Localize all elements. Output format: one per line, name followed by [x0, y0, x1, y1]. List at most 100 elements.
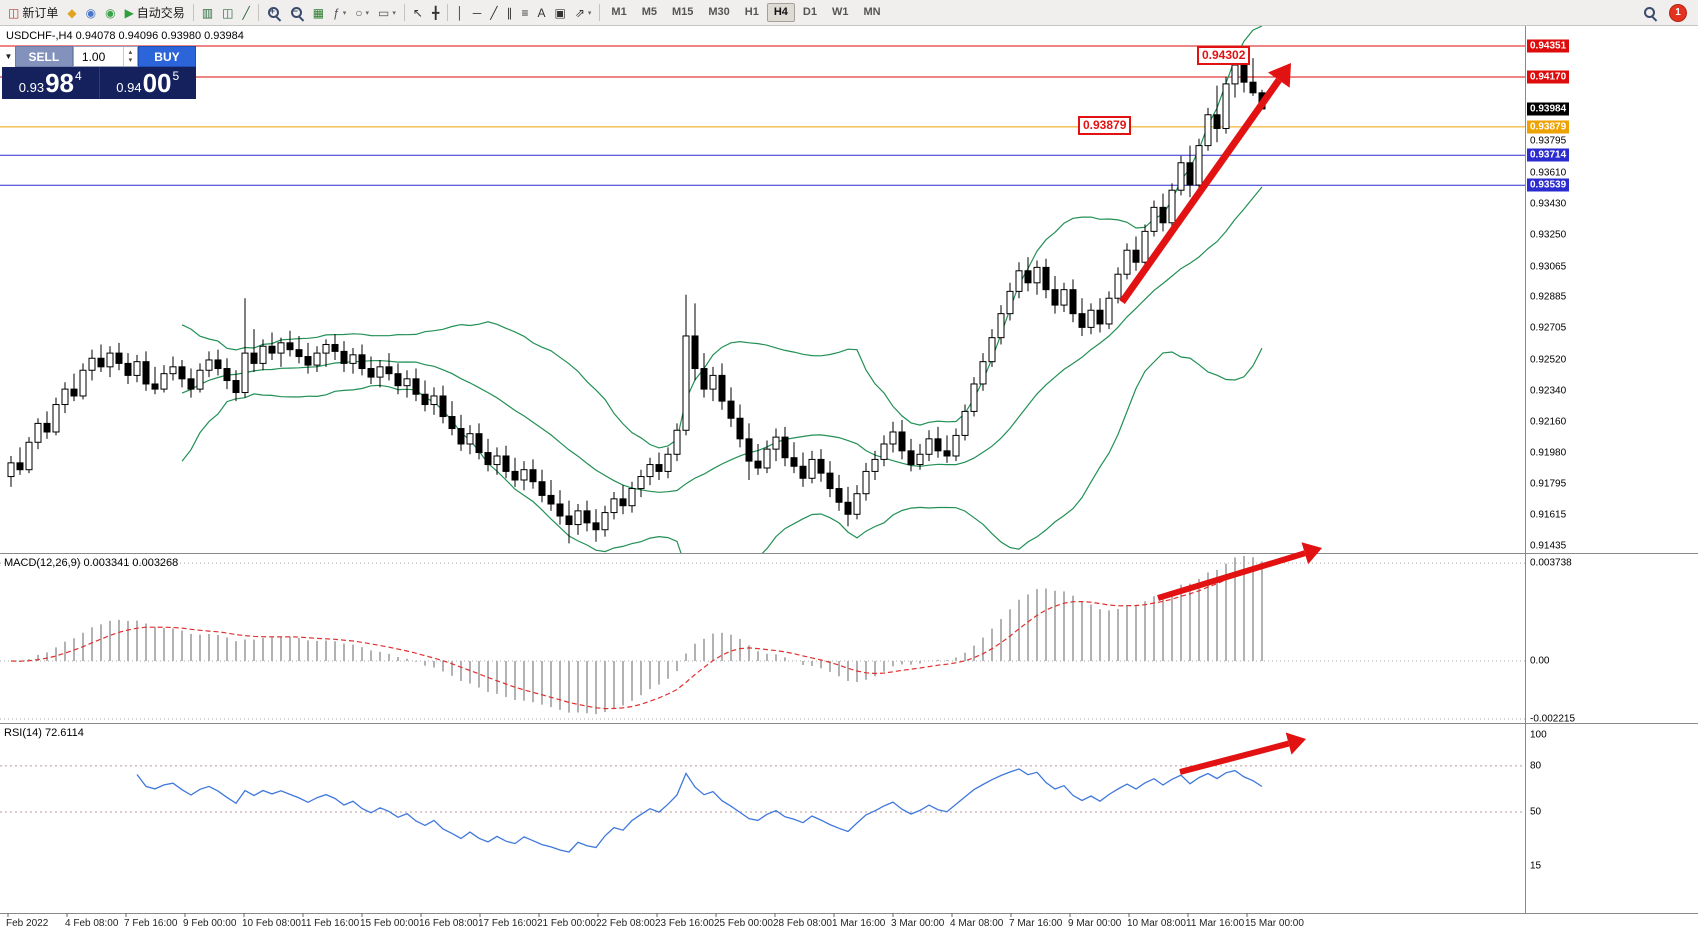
spinner-up-icon[interactable]: ▴: [128, 49, 133, 57]
equidistant-channel-button[interactable]: ∥: [502, 3, 516, 23]
candlestick-chart-icon: ◫: [222, 5, 234, 20]
horizontal-line-button[interactable]: ─: [469, 3, 486, 23]
strategy-navigator-button[interactable]: ◉: [101, 3, 119, 23]
bollinger-upper-band: [181, 26, 1263, 449]
time-axis-label: 10 Mar 08:00: [1127, 918, 1186, 929]
macd-signal-line: [10, 566, 1263, 710]
strategy-navigator-icon: ◉: [105, 5, 116, 20]
tile-windows-button[interactable]: ▦: [309, 3, 328, 23]
trendline-icon: ╱: [490, 5, 498, 20]
timeframe-m15[interactable]: M15: [671, 6, 694, 18]
timeframe-h4[interactable]: H4: [766, 3, 795, 22]
templates-button[interactable]: ▭ ▾: [374, 3, 400, 23]
vertical-line-button[interactable]: │: [452, 3, 468, 23]
price-axis-tick: 0.93430: [1530, 198, 1567, 210]
one-click-bid-price[interactable]: 0.93 98 4: [2, 67, 100, 99]
rsi-axis-tick: 80: [1530, 760, 1542, 772]
price-axis-tick: 0.92705: [1530, 322, 1567, 334]
price-axis-tick: 0.93250: [1530, 229, 1567, 241]
time-axis-label: 1 Mar 16:00: [832, 918, 886, 929]
price-level-badge[interactable]: 0.94170: [1527, 70, 1570, 84]
line-chart-button[interactable]: ╱: [239, 3, 254, 23]
horizontal-line-icon: ─: [472, 5, 482, 20]
toolbar-right-group: 1: [1639, 3, 1694, 23]
trend-arrow[interactable]: [1119, 63, 1291, 305]
time-axis-label: 17 Feb 16:00: [478, 918, 537, 929]
charts-grid-button[interactable]: ◆: [63, 3, 80, 23]
price-annotation[interactable]: 0.94302: [1197, 46, 1251, 65]
text-button[interactable]: A: [533, 3, 549, 23]
bar-chart-button[interactable]: ▥: [198, 3, 217, 23]
zoom-in-icon: +: [267, 6, 281, 20]
cursor-button[interactable]: ↖: [409, 3, 427, 23]
indicators-button[interactable]: ƒ ▾: [329, 3, 350, 23]
ask-price-sup: 5: [172, 69, 180, 83]
one-click-trading-widget: ▼ SELL 1.00 ▴ ▾ BUY 0.93 98 4 0.94 00 5: [2, 46, 197, 99]
zoom-in-button[interactable]: +: [263, 3, 285, 23]
time-axis-label: 25 Feb 00:00: [714, 918, 773, 929]
timeframe-w1[interactable]: W1: [831, 6, 849, 18]
time-axis-label: Feb 2022: [6, 918, 49, 929]
new-order-button[interactable]: ◫ 新订单: [4, 3, 62, 23]
rsi-pane: [0, 765, 1525, 853]
spinner-down-icon[interactable]: ▾: [128, 56, 133, 64]
price-axis-tick: 0.91615: [1530, 509, 1567, 521]
price-axis-tick: 0.93065: [1530, 261, 1567, 272]
trendline-button[interactable]: ╱: [486, 3, 501, 23]
autotrading-button[interactable]: ▶ 自动交易: [121, 3, 189, 23]
templates-icon: ▭: [378, 5, 390, 20]
one-click-sell-button[interactable]: SELL: [14, 46, 73, 67]
price-axis-tick: 0.92885: [1530, 291, 1567, 303]
fibonacci-button[interactable]: ≡: [517, 3, 532, 23]
one-click-ask-price[interactable]: 0.94 00 5: [100, 67, 197, 99]
trend-arrow[interactable]: [1179, 732, 1306, 775]
arrows-button[interactable]: ⇗ ▾: [571, 3, 596, 23]
new-order-icon: ◫: [8, 5, 20, 20]
periods-button[interactable]: ○ ▾: [351, 3, 373, 23]
search-button[interactable]: [1639, 3, 1661, 23]
price-level-badge[interactable]: 0.93879: [1527, 120, 1570, 134]
time-axis-label: 21 Feb 00:00: [537, 918, 596, 929]
macd-axis-tick: 0.00: [1530, 655, 1550, 667]
price-level-badge[interactable]: 0.93539: [1527, 178, 1570, 192]
one-click-volume-value[interactable]: 1.00: [81, 49, 106, 64]
autotrading-label: 自动交易: [136, 6, 185, 20]
one-click-volume-field[interactable]: 1.00 ▴ ▾: [72, 46, 138, 67]
main-pane: [0, 26, 1525, 553]
text-label-button[interactable]: ▣: [550, 3, 569, 23]
market-watch-button[interactable]: ◉: [82, 3, 100, 23]
text-label-icon: ▣: [554, 5, 566, 20]
trend-arrow[interactable]: [1157, 542, 1322, 601]
chevron-down-icon: ▾: [587, 9, 592, 17]
one-click-buy-button[interactable]: BUY: [137, 46, 197, 67]
candlestick-chart-button[interactable]: ◫: [218, 3, 237, 23]
timeframe-m30[interactable]: M30: [708, 6, 730, 18]
timeframe-mn[interactable]: MN: [863, 6, 881, 18]
zoom-out-button[interactable]: −: [286, 3, 308, 23]
bid-price-sup: 4: [75, 69, 82, 83]
price-annotation[interactable]: 0.93879: [1078, 116, 1132, 135]
time-axis-label: 4 Mar 08:00: [950, 918, 1004, 929]
crosshair-button[interactable]: ╋: [428, 3, 443, 23]
one-click-collapse-button[interactable]: ▼: [4, 52, 13, 61]
zoom-out-icon: −: [290, 6, 304, 20]
price-level-badge[interactable]: 0.93714: [1527, 148, 1570, 162]
time-axis-label: 23 Feb 16:00: [655, 918, 714, 929]
price-level-badge[interactable]: 0.94351: [1527, 39, 1570, 53]
time-axis-label: 7 Feb 16:00: [124, 918, 178, 929]
volume-spinner[interactable]: ▴ ▾: [122, 47, 137, 66]
vertical-line-icon: │: [456, 5, 464, 20]
time-axis-label: 16 Feb 08:00: [419, 918, 478, 929]
chevron-down-icon: ▾: [392, 9, 396, 17]
toolbar-separator: [599, 4, 601, 21]
timeframe-h1[interactable]: H1: [744, 6, 759, 18]
timeframe-m5[interactable]: M5: [641, 6, 657, 18]
timeframe-d1[interactable]: D1: [802, 6, 817, 18]
timeframe-m1[interactable]: M1: [611, 6, 627, 18]
notification-badge[interactable]: 1: [1670, 4, 1686, 21]
price-axis-tick: 0.92520: [1530, 354, 1567, 366]
price-axis-tick: 0.91795: [1530, 478, 1567, 490]
macd-pane: [0, 555, 1525, 720]
